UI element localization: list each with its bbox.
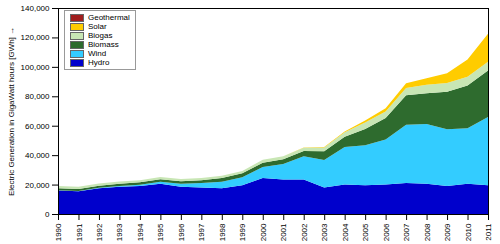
svg-text:2009: 2009: [443, 223, 452, 241]
svg-text:1995: 1995: [156, 223, 165, 241]
svg-text:1990: 1990: [54, 223, 63, 241]
html-text:Geothermal: Geothermal: [88, 13, 130, 22]
svg-text:1993: 1993: [115, 223, 124, 241]
svg-text:2007: 2007: [402, 223, 411, 241]
svg-text:100,000: 100,000: [21, 63, 50, 72]
svg-text:2003: 2003: [320, 223, 329, 241]
svg-text:Electric Generation in GigaWat: Electric Generation in GigaWatt hours [G…: [7, 27, 16, 196]
html-text:Solar: Solar: [88, 22, 107, 31]
svg-text:2010: 2010: [464, 223, 473, 241]
svg-text:0: 0: [45, 210, 50, 219]
svg-text:60,000: 60,000: [25, 122, 50, 131]
svg-text:2001: 2001: [279, 223, 288, 241]
svg-text:1992: 1992: [95, 223, 104, 241]
svg-text:2011: 2011: [484, 223, 493, 241]
svg-text:120,000: 120,000: [21, 33, 50, 42]
svg-text:40,000: 40,000: [25, 151, 50, 160]
svg-text:2000: 2000: [259, 223, 268, 241]
svg-text:2005: 2005: [361, 223, 370, 241]
svg-text:140,000: 140,000: [21, 4, 50, 13]
svg-text:1991: 1991: [75, 223, 84, 241]
svg-text:1997: 1997: [197, 223, 206, 241]
html-text:Hydro: Hydro: [88, 58, 110, 67]
svg-text:2008: 2008: [423, 223, 432, 241]
svg-text:2002: 2002: [300, 223, 309, 241]
svg-text:2004: 2004: [341, 223, 350, 241]
svg-text:1996: 1996: [177, 223, 186, 241]
html-text:Biomass: Biomass: [88, 40, 119, 49]
svg-text:2006: 2006: [382, 223, 391, 241]
svg-text:1999: 1999: [238, 223, 247, 241]
svg-text:20,000: 20,000: [25, 181, 50, 190]
svg-text:1994: 1994: [136, 223, 145, 241]
html-text:Biogas: Biogas: [88, 31, 113, 40]
svg-text:80,000: 80,000: [25, 92, 50, 101]
html-text:Wind: Wind: [88, 49, 107, 58]
svg-text:1998: 1998: [218, 223, 227, 241]
